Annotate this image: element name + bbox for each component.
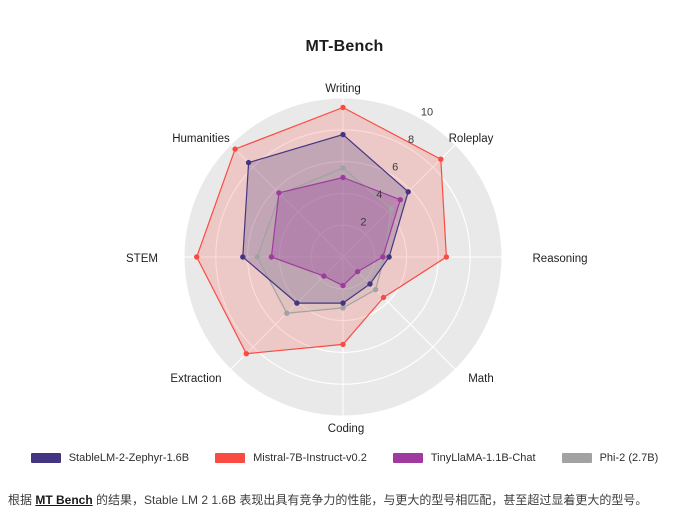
data-point-0-math — [367, 281, 373, 287]
data-point-2-math — [354, 268, 361, 275]
chart-title: MT-Bench — [305, 38, 384, 55]
data-point-1-reasoning — [443, 254, 450, 260]
caption-suffix: 的结果，Stable LM 2 1.6B 表现出具有竞争力的性能，与更大的型号相… — [92, 493, 648, 507]
axis-label-humanities: Humanities — [172, 133, 230, 145]
radial-tick-label-4: 4 — [376, 189, 382, 201]
axis-spoke-math — [342, 256, 456, 370]
radial-tick-label-6: 6 — [392, 162, 398, 174]
legend-swatch-phi2 — [561, 453, 592, 463]
data-point-3-coding — [340, 305, 346, 311]
data-point-1-humanities — [232, 146, 238, 152]
data-point-1-math — [380, 294, 387, 301]
data-point-3-roleplay — [388, 206, 394, 212]
legend-swatch-tinyllama — [392, 453, 423, 463]
legend-label-mistral: Mistral-7B-Instruct-v0.2 — [253, 452, 367, 464]
series-fill-3 — [257, 168, 392, 314]
legend-label-phi2: Phi-2 (2.7B) — [599, 452, 659, 464]
axis-label-math: Math — [468, 373, 494, 385]
data-point-2-stem — [268, 254, 275, 260]
data-point-1-roleplay — [438, 156, 444, 162]
radial-tick-label-10: 10 — [421, 107, 433, 119]
series-fill-2 — [271, 177, 401, 286]
data-point-2-coding — [340, 282, 346, 289]
caption: 根据 MT Bench 的结果，Stable LM 2 1.6B 表现出具有竞争… — [8, 492, 685, 509]
axis-label-writing: Writing — [325, 83, 361, 95]
axis-label-reasoning: Reasoning — [533, 253, 588, 265]
legend-swatch-stablelm — [30, 453, 61, 463]
mt-bench-link[interactable]: MT Bench — [35, 493, 93, 507]
caption-prefix: 根据 — [8, 493, 36, 507]
data-point-2-roleplay — [397, 197, 403, 203]
data-point-2-humanities — [276, 190, 282, 196]
data-point-0-extraction — [294, 300, 300, 306]
data-point-3-extraction — [284, 310, 290, 316]
series-fill-0 — [242, 134, 409, 304]
data-point-0-coding — [340, 300, 346, 306]
axis-label-roleplay: Roleplay — [449, 133, 494, 145]
legend-label-tinyllama: TinyLlaMA-1.1B-Chat — [430, 452, 536, 464]
radar-chart: 2 4 6 8 10 Writing Roleplay Reasoning Math Coding… — [126, 83, 588, 435]
axis-label-extraction: Extraction — [170, 373, 221, 385]
data-point-1-writing — [340, 104, 346, 111]
legend-item-stablelm: StableLM-2-Zephyr-1.6B — [30, 452, 190, 464]
data-point-0-writing — [340, 131, 346, 138]
legend-label-stablelm: StableLM-2-Zephyr-1.6B — [68, 452, 190, 464]
axis-label-coding: Coding — [328, 423, 364, 435]
data-point-2-extraction — [321, 273, 327, 279]
radial-tick-label-2: 2 — [360, 217, 366, 229]
series-fill-1 — [196, 107, 447, 354]
data-point-0-stem — [240, 254, 246, 260]
data-point-2-writing — [340, 174, 346, 181]
data-point-1-coding — [340, 341, 346, 348]
data-point-0-roleplay — [405, 189, 411, 195]
legend-item-tinyllama: TinyLlaMA-1.1B-Chat — [392, 452, 536, 464]
data-point-2-reasoning — [380, 254, 386, 260]
legend-item-phi2: Phi-2 (2.7B) — [561, 452, 659, 464]
axis-label-stem: STEM — [126, 253, 158, 265]
data-point-3-stem — [254, 254, 260, 260]
legend-swatch-mistral — [215, 453, 246, 463]
data-point-3-math — [372, 286, 379, 293]
chart-legend: StableLM-2-Zephyr-1.6B Mistral-7B-Instru… — [0, 452, 689, 464]
radial-tick-label-8: 8 — [408, 134, 414, 146]
data-point-1-extraction — [243, 351, 249, 357]
legend-item-mistral: Mistral-7B-Instruct-v0.2 — [215, 452, 367, 464]
data-point-3-writing — [340, 165, 346, 171]
data-point-1-stem — [194, 254, 200, 260]
data-point-0-reasoning — [386, 254, 392, 260]
data-point-0-humanities — [245, 159, 252, 166]
